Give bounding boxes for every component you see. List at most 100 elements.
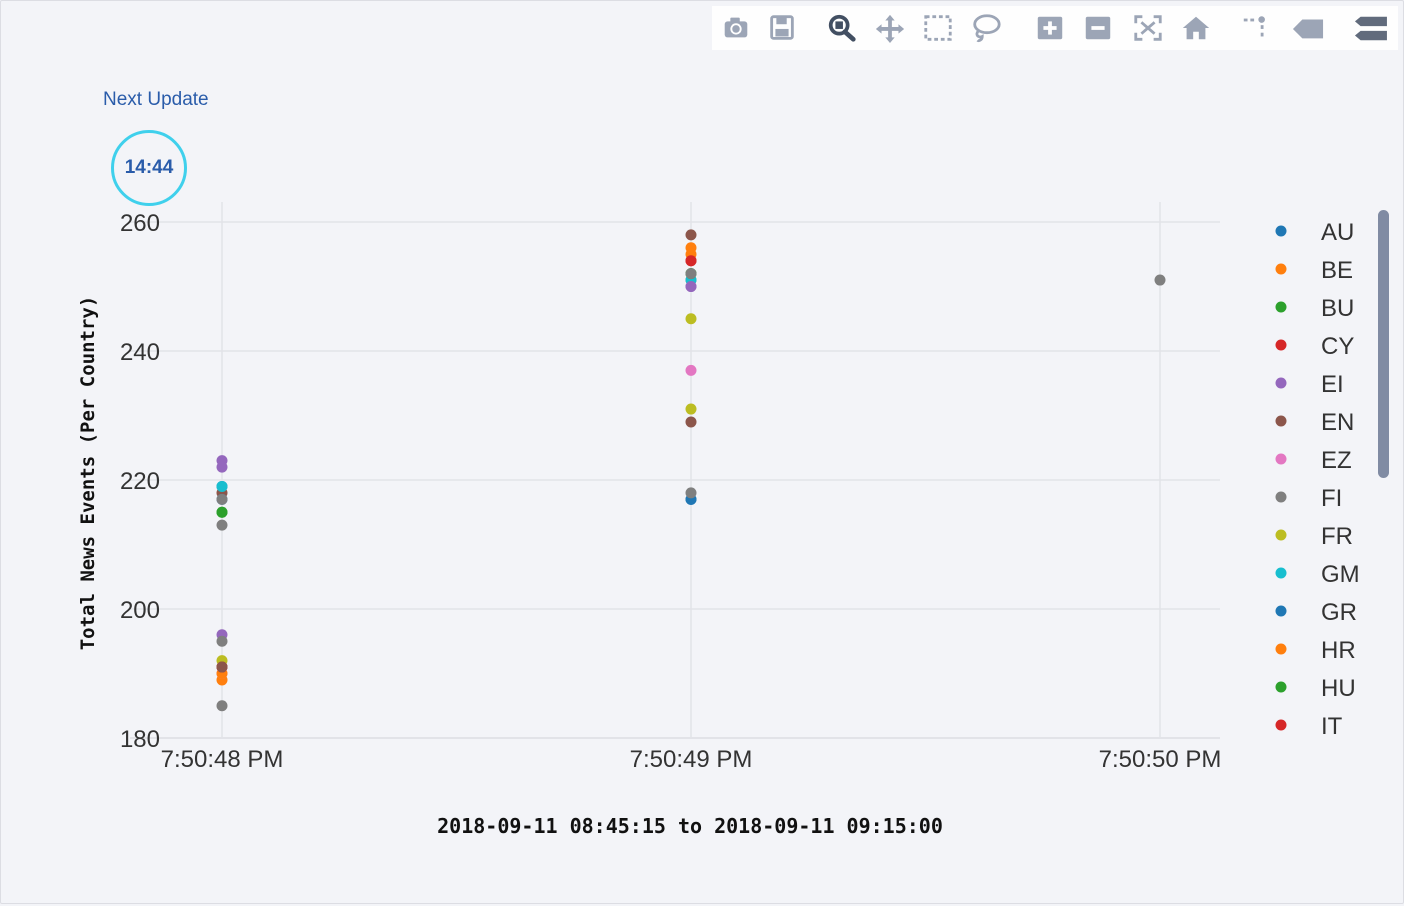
- legend-marker: [1275, 491, 1287, 503]
- hover-closest-button[interactable]: [1290, 12, 1326, 44]
- y-tick-label: 180: [120, 726, 160, 753]
- data-point[interactable]: [1154, 274, 1166, 286]
- legend-marker: [1275, 301, 1287, 313]
- y-tick-label: 220: [120, 468, 160, 495]
- x-axis-title: 2018-09-11 08:45:15 to 2018-09-11 09:15:…: [437, 814, 943, 838]
- y-axis-title: Total News Events (Per Country): [77, 295, 99, 651]
- data-point[interactable]: [216, 506, 228, 518]
- legend-item[interactable]: BU: [1275, 295, 1355, 322]
- legend-label: EZ: [1321, 447, 1352, 474]
- legend-marker: [1275, 605, 1287, 617]
- box-select-icon: [924, 15, 952, 41]
- legend-label: BU: [1321, 295, 1354, 322]
- data-point[interactable]: [685, 364, 697, 376]
- legend-label: AU: [1321, 219, 1354, 246]
- x-tick-label: 7:50:48 PM: [161, 746, 284, 773]
- reset-axes-button[interactable]: [1178, 12, 1214, 44]
- legend-label: BE: [1321, 257, 1353, 284]
- legend-marker: [1275, 377, 1287, 389]
- y-tick-label: 200: [120, 597, 160, 624]
- data-point[interactable]: [216, 661, 228, 673]
- zoom-out-button[interactable]: [1080, 12, 1116, 44]
- hover-closest-icon: [1292, 19, 1324, 39]
- save-button[interactable]: [764, 12, 800, 44]
- lasso-select-button[interactable]: [968, 12, 1004, 44]
- data-point[interactable]: [685, 487, 697, 499]
- legend-scrollbar[interactable]: [1378, 210, 1389, 478]
- countdown-value: 14:44: [124, 157, 174, 178]
- data-point[interactable]: [216, 700, 228, 712]
- zoom-button[interactable]: [824, 12, 860, 44]
- legend-item[interactable]: FI: [1275, 485, 1343, 512]
- spike-lines-button[interactable]: [1238, 12, 1274, 44]
- data-point[interactable]: [685, 281, 697, 292]
- lasso-select-icon: [973, 14, 1001, 42]
- legend-marker: [1275, 263, 1287, 275]
- reset-axes-icon: [1182, 16, 1210, 40]
- legend-item[interactable]: GR: [1275, 599, 1358, 626]
- legend-marker: [1275, 681, 1287, 693]
- data-point[interactable]: [685, 313, 697, 325]
- data-point[interactable]: [685, 255, 697, 267]
- x-tick-label: 7:50:50 PM: [1099, 746, 1222, 773]
- pan-button[interactable]: [872, 12, 908, 44]
- data-point[interactable]: [216, 635, 228, 647]
- data-point[interactable]: [685, 403, 697, 415]
- data-point[interactable]: [685, 416, 697, 428]
- legend-label: IT: [1321, 713, 1343, 740]
- legend: AU BE BU CY EI EN EZ FI FR GM GR HR HU IT: [1275, 219, 1360, 740]
- legend-item[interactable]: AU: [1275, 219, 1355, 246]
- data-point[interactable]: [216, 519, 228, 531]
- legend-item[interactable]: EZ: [1275, 447, 1352, 474]
- legend-label: HU: [1321, 675, 1356, 702]
- hover-compare-icon: [1354, 16, 1387, 41]
- camera-icon: [724, 17, 748, 38]
- legend-item[interactable]: EN: [1275, 409, 1355, 436]
- legend-item[interactable]: HR: [1275, 637, 1356, 664]
- legend-label: FI: [1321, 485, 1342, 512]
- legend-marker: [1275, 225, 1287, 237]
- autoscale-icon: [1134, 15, 1162, 41]
- legend-label: FR: [1321, 523, 1353, 550]
- legend-item[interactable]: GM: [1275, 561, 1360, 588]
- data-point[interactable]: [216, 493, 228, 505]
- legend-item[interactable]: HU: [1275, 675, 1356, 702]
- data-point[interactable]: [216, 480, 228, 492]
- legend-label: EI: [1321, 371, 1344, 398]
- x-tick-label: 7:50:49 PM: [630, 746, 753, 773]
- legend-item[interactable]: FR: [1275, 523, 1354, 550]
- y-tick-label: 260: [120, 210, 160, 237]
- legend-marker: [1275, 339, 1287, 351]
- autoscale-button[interactable]: [1130, 12, 1166, 44]
- save-icon: [770, 15, 794, 40]
- data-point[interactable]: [685, 229, 697, 241]
- legend-item[interactable]: BE: [1275, 257, 1354, 284]
- legend-label: GR: [1321, 599, 1357, 626]
- legend-label: EN: [1321, 409, 1354, 436]
- legend-marker: [1275, 643, 1287, 655]
- zoom-in-button[interactable]: [1032, 12, 1068, 44]
- zoom-in-icon: [1037, 16, 1063, 40]
- pan-icon: [875, 14, 905, 44]
- legend-marker: [1275, 453, 1287, 465]
- hover-compare-button[interactable]: [1352, 12, 1388, 44]
- legend-item[interactable]: CY: [1275, 333, 1355, 360]
- legend-label: HR: [1321, 637, 1356, 664]
- data-point[interactable]: [216, 461, 228, 473]
- legend-marker: [1275, 415, 1287, 427]
- camera-button[interactable]: [718, 12, 754, 44]
- data-points: [216, 229, 1166, 712]
- modebar: [712, 6, 1398, 50]
- legend-marker: [1275, 719, 1287, 731]
- data-point[interactable]: [685, 268, 697, 280]
- legend-marker: [1275, 529, 1287, 541]
- next-update-label: Next Update: [103, 89, 209, 110]
- legend-label: CY: [1321, 333, 1354, 360]
- zoom-out-icon: [1085, 16, 1111, 40]
- box-select-button[interactable]: [920, 12, 956, 44]
- legend-item[interactable]: IT: [1275, 713, 1343, 740]
- legend-label: GM: [1321, 561, 1360, 588]
- legend-item[interactable]: EI: [1275, 371, 1344, 398]
- y-tick-label: 240: [120, 339, 160, 366]
